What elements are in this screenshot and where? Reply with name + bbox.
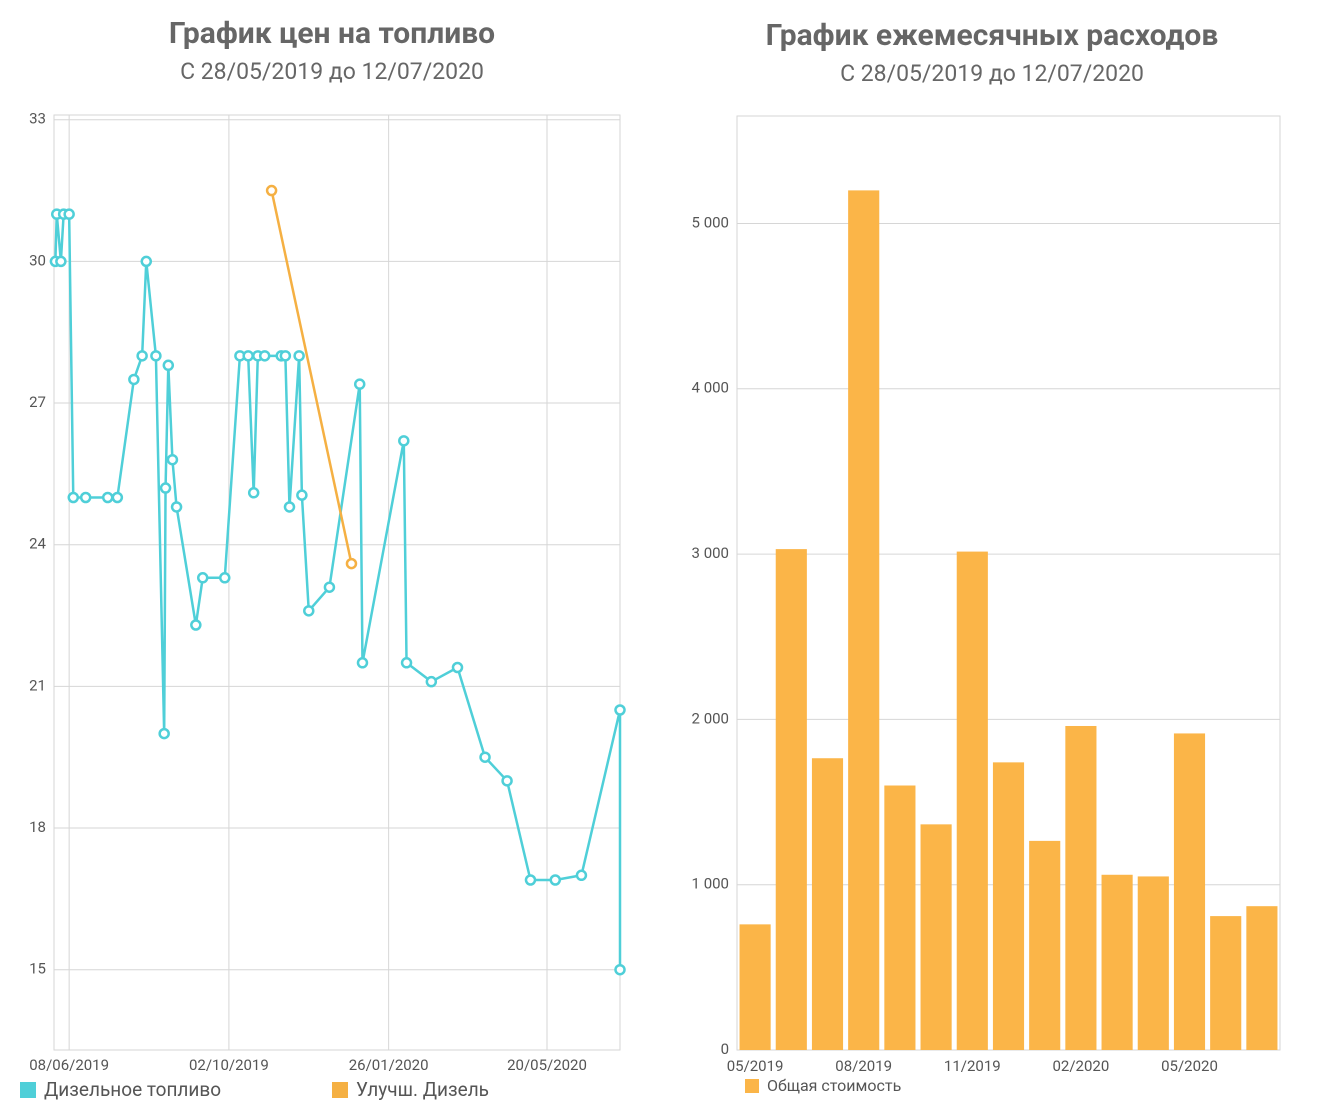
y-tick-label: 15 xyxy=(29,960,46,978)
data-point xyxy=(79,491,92,504)
bar xyxy=(811,758,844,1050)
data-point xyxy=(101,491,114,504)
data-point xyxy=(219,572,231,584)
x-tick-label: 26/01/2020 xyxy=(349,1056,429,1074)
legend-swatch xyxy=(20,1082,36,1098)
data-point xyxy=(63,208,75,220)
x-tick-label: 05/2020 xyxy=(1161,1057,1218,1075)
y-tick-label: 0 xyxy=(721,1040,729,1058)
data-point xyxy=(524,874,537,886)
data-point xyxy=(283,501,296,513)
y-tick-label: 21 xyxy=(29,676,46,694)
data-point xyxy=(400,657,413,669)
legend-label: Улучш. Дизель xyxy=(356,1078,489,1101)
bar xyxy=(1029,840,1061,1050)
legend-swatch xyxy=(332,1082,348,1098)
plot-frame xyxy=(53,114,621,1051)
legend-label: Дизельное топливо xyxy=(44,1078,221,1101)
x-tick-label: 20/05/2020 xyxy=(507,1056,587,1074)
data-point xyxy=(67,491,80,504)
y-tick-label: 1 000 xyxy=(692,875,729,893)
chart-title: График ежемесячных расходов xyxy=(766,18,1219,53)
data-point xyxy=(575,869,588,882)
data-point xyxy=(356,657,369,669)
data-point xyxy=(111,491,124,504)
data-point xyxy=(55,255,67,268)
legend-swatch xyxy=(745,1079,759,1093)
bar xyxy=(1173,733,1206,1050)
bar xyxy=(775,549,807,1050)
x-tick-label: 08/06/2019 xyxy=(29,1056,109,1074)
data-point xyxy=(296,489,308,501)
data-point xyxy=(158,727,170,740)
x-tick-label: 08/2019 xyxy=(835,1057,892,1075)
data-point xyxy=(293,350,305,362)
data-point xyxy=(166,453,179,466)
y-tick-label: 27 xyxy=(29,393,46,411)
x-tick-label: 02/10/2019 xyxy=(189,1056,269,1074)
data-point xyxy=(140,255,153,268)
chart-title: График цен на топливо xyxy=(169,16,495,51)
data-point xyxy=(265,184,278,197)
data-point xyxy=(279,350,292,362)
y-tick-label: 24 xyxy=(29,535,46,553)
series-line xyxy=(54,212,622,970)
data-point xyxy=(425,675,438,688)
chart-subtitle: С 28/05/2019 до 12/07/2020 xyxy=(180,58,484,85)
data-point xyxy=(345,557,358,570)
bar xyxy=(1101,874,1133,1050)
legend-label: Общая стоимость xyxy=(767,1076,901,1095)
data-point xyxy=(196,572,209,584)
data-point xyxy=(549,874,562,886)
y-tick-label: 5 000 xyxy=(692,213,729,231)
y-tick-label: 18 xyxy=(29,818,46,836)
y-tick-label: 2 000 xyxy=(692,709,729,727)
data-point xyxy=(614,963,626,976)
data-point xyxy=(614,704,626,716)
data-point xyxy=(303,605,315,617)
bar xyxy=(956,551,988,1050)
data-point xyxy=(150,350,162,362)
data-point xyxy=(247,487,260,499)
y-tick-label: 3 000 xyxy=(692,544,729,562)
y-tick-label: 30 xyxy=(29,251,46,269)
data-point xyxy=(323,581,336,593)
bar xyxy=(1246,906,1278,1050)
series-line xyxy=(270,190,353,564)
bar xyxy=(1065,725,1097,1050)
data-point xyxy=(159,482,172,494)
bar xyxy=(992,762,1025,1050)
data-point xyxy=(451,661,464,674)
data-point xyxy=(170,501,183,513)
data-point xyxy=(353,378,366,390)
data-point xyxy=(162,359,175,372)
data-point xyxy=(136,350,148,362)
bar xyxy=(1210,916,1242,1050)
data-point xyxy=(190,619,202,631)
data-point xyxy=(128,373,140,386)
bar xyxy=(848,190,880,1050)
data-point xyxy=(479,751,491,763)
x-tick-label: 11/2019 xyxy=(944,1057,1001,1075)
data-point xyxy=(501,775,513,787)
data-point xyxy=(258,350,271,362)
bar xyxy=(920,824,952,1050)
y-tick-label: 4 000 xyxy=(692,379,729,397)
x-tick-label: 02/2020 xyxy=(1053,1057,1110,1075)
bar xyxy=(739,924,771,1050)
x-tick-label: 05/2019 xyxy=(727,1057,784,1075)
chart-subtitle: С 28/05/2019 до 12/07/2020 xyxy=(840,60,1144,87)
data-point xyxy=(242,350,254,362)
bar xyxy=(1137,876,1169,1050)
y-tick-label: 33 xyxy=(29,110,46,128)
bar xyxy=(884,785,916,1050)
data-point xyxy=(398,435,410,447)
